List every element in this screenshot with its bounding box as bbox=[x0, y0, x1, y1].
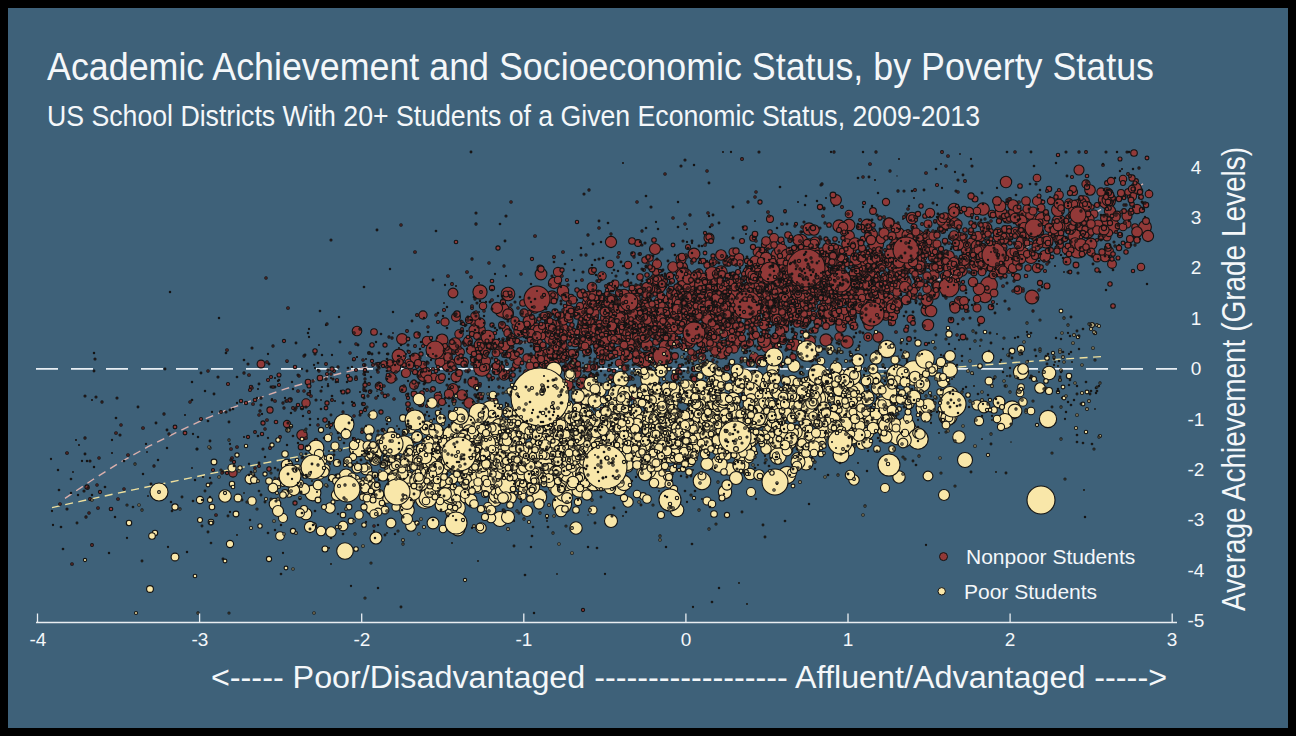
svg-text:-4: -4 bbox=[1188, 560, 1205, 581]
svg-text:2: 2 bbox=[1005, 629, 1016, 650]
svg-text:-1: -1 bbox=[1188, 409, 1205, 430]
svg-text:3: 3 bbox=[1191, 207, 1202, 228]
svg-text:1: 1 bbox=[1191, 308, 1202, 329]
svg-text:1: 1 bbox=[843, 629, 854, 650]
svg-text:<----- Poor/Disadvantaged ----: <----- Poor/Disadvantaged --------------… bbox=[211, 660, 1167, 695]
svg-text:0: 0 bbox=[681, 629, 692, 650]
svg-text:-1: -1 bbox=[516, 629, 533, 650]
svg-text:Poor Students: Poor Students bbox=[964, 580, 1097, 603]
svg-text:US School Districts With 20+ S: US School Districts With 20+ Students of… bbox=[47, 100, 980, 132]
svg-text:-3: -3 bbox=[1188, 509, 1205, 530]
svg-text:-5: -5 bbox=[1188, 610, 1205, 631]
svg-text:-4: -4 bbox=[30, 629, 47, 650]
svg-text:3: 3 bbox=[1167, 629, 1178, 650]
svg-text:0: 0 bbox=[1191, 358, 1202, 379]
svg-text:Nonpoor Students: Nonpoor Students bbox=[966, 545, 1135, 568]
svg-text:-2: -2 bbox=[1188, 459, 1205, 480]
svg-text:2: 2 bbox=[1191, 257, 1202, 278]
svg-text:4: 4 bbox=[1191, 157, 1202, 178]
svg-text:-3: -3 bbox=[192, 629, 209, 650]
svg-text:Average Achievement (Grade Lev: Average Achievement (Grade Levels) bbox=[1215, 147, 1252, 611]
svg-text:Academic Achievement and Socio: Academic Achievement and Socioeconomic S… bbox=[47, 46, 1154, 88]
svg-text:-2: -2 bbox=[354, 629, 371, 650]
